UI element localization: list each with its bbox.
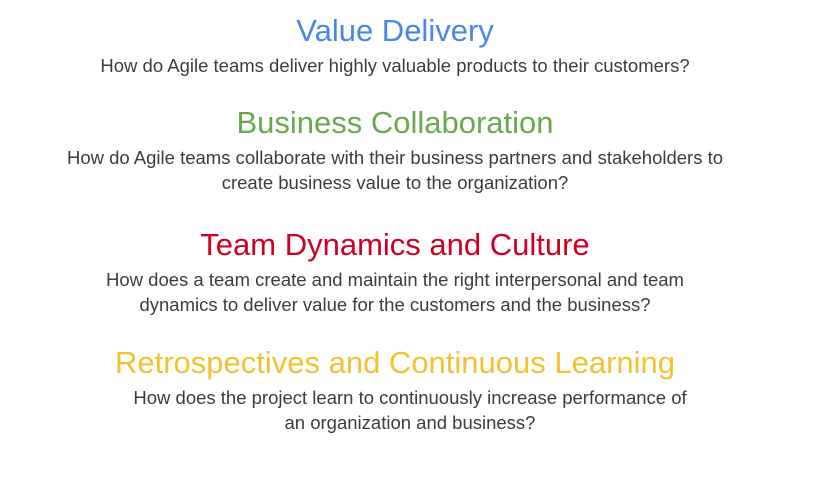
section-title: Business Collaboration — [236, 105, 554, 140]
section-title: Team Dynamics and Culture — [200, 227, 590, 262]
section-title: Retrospectives and Continuous Learning — [114, 345, 676, 380]
question-line: an organization and business? — [284, 412, 536, 433]
section-retrospectives: Retrospectives and Continuous Learning H… — [0, 345, 790, 435]
question-line: How do Agile teams deliver highly valuab… — [100, 55, 690, 76]
section-value-delivery: Value Delivery How do Agile teams delive… — [0, 13, 790, 78]
section-question: How does the project learn to continuous… — [0, 385, 790, 435]
question-line: create business value to the organizatio… — [221, 172, 569, 193]
section-business-collaboration: Business Collaboration How do Agile team… — [0, 105, 790, 195]
section-team-dynamics: Team Dynamics and Culture How does a tea… — [0, 227, 790, 317]
question-line: How does the project learn to continuous… — [133, 387, 687, 408]
slide: Value Delivery How do Agile teams delive… — [0, 13, 790, 435]
section-title: Value Delivery — [296, 13, 494, 48]
question-line: How do Agile teams collaborate with thei… — [66, 147, 724, 168]
question-line: How does a team create and maintain the … — [106, 269, 684, 290]
section-question: How do Agile teams collaborate with thei… — [0, 145, 790, 195]
section-question: How do Agile teams deliver highly valuab… — [0, 53, 790, 78]
section-question: How does a team create and maintain the … — [0, 267, 790, 317]
question-line: dynamics to deliver value for the custom… — [139, 294, 651, 315]
